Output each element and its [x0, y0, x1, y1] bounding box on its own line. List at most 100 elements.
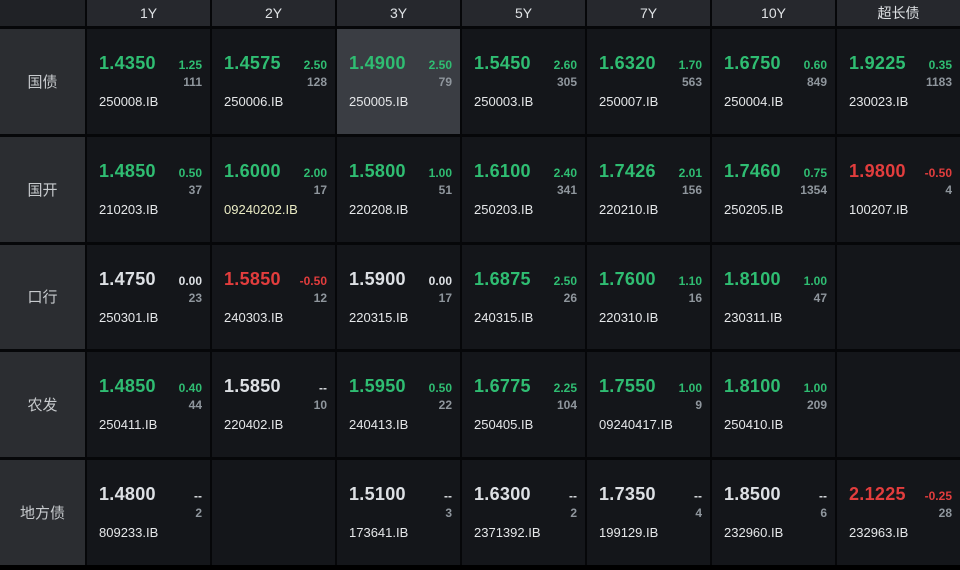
- quote-cell[interactable]: 1.7550 1.00 9 09240417.IB: [587, 352, 710, 458]
- change-value: 2.01: [678, 165, 702, 180]
- quote-cell[interactable]: 1.4575 2.50 128 250006.IB: [212, 29, 335, 134]
- bond-code: 220315.IB: [349, 309, 409, 325]
- quote-cell[interactable]: 1.8100 1.00 47 230311.IB: [712, 244, 835, 350]
- quote-cell[interactable]: 1.8100 1.00 209 250410.IB: [712, 352, 835, 458]
- bond-code: 240413.IB: [349, 417, 409, 433]
- trade-count: 156: [681, 182, 702, 197]
- quote-cell[interactable]: 1.4350 1.25 111 250008.IB: [87, 29, 210, 134]
- column-header: 3Y: [337, 0, 460, 26]
- column-header: 超长债: [837, 0, 960, 26]
- bond-code: 100207.IB: [849, 201, 909, 217]
- change-value: 0.00: [428, 273, 452, 288]
- quote-cell[interactable]: 1.5850 -0.50 12 240303.IB: [212, 244, 335, 350]
- quote-cell[interactable]: 1.4850 0.50 37 210203.IB: [87, 136, 210, 242]
- quote-cell[interactable]: 1.6750 0.60 849 250004.IB: [712, 29, 835, 134]
- bond-code: 250006.IB: [224, 94, 284, 109]
- quote-cell[interactable]: 1.7350 -- 4 199129.IB: [587, 460, 710, 565]
- quote-cell[interactable]: 1.4750 0.00 23 250301.IB: [87, 244, 210, 350]
- change-value: 1.10: [678, 273, 702, 288]
- trade-count: 37: [188, 182, 202, 197]
- change-value: 0.60: [803, 58, 827, 72]
- change-value: 0.00: [178, 273, 202, 288]
- quote-cell[interactable]: 1.5450 2.60 305 250003.IB: [462, 29, 585, 134]
- change-value: -0.25: [924, 489, 952, 504]
- trade-count: 16: [688, 290, 702, 305]
- change-value: 2.50: [303, 58, 327, 72]
- change-value: --: [569, 489, 577, 504]
- quote-cell[interactable]: 1.6320 1.70 563 250007.IB: [587, 29, 710, 134]
- bond-code: 809233.IB: [99, 525, 159, 541]
- change-value: 1.00: [678, 381, 702, 396]
- yield-value: 1.7600: [599, 268, 656, 289]
- yield-value: 1.5900: [349, 268, 406, 289]
- quote-cell-empty: [837, 244, 960, 350]
- trade-count: 51: [438, 182, 452, 197]
- yield-value: 1.4850: [99, 376, 156, 397]
- trade-count: 17: [313, 182, 327, 197]
- quote-cell[interactable]: 1.4900 2.50 79 250005.IB: [337, 29, 460, 134]
- bond-code: 199129.IB: [599, 525, 659, 541]
- quote-cell[interactable]: 1.5950 0.50 22 240413.IB: [337, 352, 460, 458]
- trade-count: 3: [445, 506, 452, 521]
- yield-value: 1.5850: [224, 268, 281, 289]
- yield-value: 1.7550: [599, 376, 656, 397]
- quote-cell[interactable]: 1.4850 0.40 44 250411.IB: [87, 352, 210, 458]
- bond-code: 2371392.IB: [474, 525, 541, 541]
- trade-count: 22: [438, 398, 452, 413]
- bond-code: 250003.IB: [474, 94, 534, 109]
- bond-code: 232963.IB: [849, 525, 909, 541]
- change-value: 2.25: [553, 381, 577, 396]
- trade-count: 104: [556, 398, 577, 413]
- yield-value: 2.1225: [849, 484, 906, 505]
- quote-cell[interactable]: 1.9225 0.35 1183 230023.IB: [837, 29, 960, 134]
- change-value: 2.50: [553, 273, 577, 288]
- yield-value: 1.4575: [224, 53, 281, 73]
- quote-cell[interactable]: 1.7426 2.01 156 220210.IB: [587, 136, 710, 242]
- bond-code: 250203.IB: [474, 201, 534, 217]
- quote-cell[interactable]: 1.6875 2.50 26 240315.IB: [462, 244, 585, 350]
- bond-code: 220210.IB: [599, 201, 659, 217]
- bond-code: 240303.IB: [224, 309, 284, 325]
- quote-cell[interactable]: 1.9800 -0.50 4 100207.IB: [837, 136, 960, 242]
- bond-code: 250008.IB: [99, 94, 159, 109]
- quote-cell-empty: [212, 460, 335, 565]
- change-value: 2.60: [553, 58, 577, 72]
- change-value: 1.00: [428, 165, 452, 180]
- quote-cell[interactable]: 1.6000 2.00 17 09240202.IB: [212, 136, 335, 242]
- quote-cell[interactable]: 1.8500 -- 6 232960.IB: [712, 460, 835, 565]
- quote-cell[interactable]: 1.6100 2.40 341 250203.IB: [462, 136, 585, 242]
- yield-value: 1.5950: [349, 376, 406, 397]
- trade-count: 26: [563, 290, 577, 305]
- quote-cell[interactable]: 1.4800 -- 2 809233.IB: [87, 460, 210, 565]
- yield-value: 1.4750: [99, 268, 156, 289]
- change-value: 0.35: [928, 58, 952, 72]
- yield-value: 1.6100: [474, 160, 531, 181]
- column-header: 2Y: [212, 0, 335, 26]
- quote-cell[interactable]: 1.5850 -- 10 220402.IB: [212, 352, 335, 458]
- change-value: --: [444, 489, 452, 504]
- yield-value: 1.5800: [349, 160, 406, 181]
- quote-cell[interactable]: 1.5100 -- 3 173641.IB: [337, 460, 460, 565]
- column-header: 7Y: [587, 0, 710, 26]
- bond-code: 09240417.IB: [599, 417, 673, 433]
- bond-code: 210203.IB: [99, 201, 159, 217]
- quote-cell[interactable]: 1.5900 0.00 17 220315.IB: [337, 244, 460, 350]
- change-value: 0.75: [803, 165, 827, 180]
- row-header: 地方债: [0, 460, 85, 565]
- trade-count: 1183: [925, 75, 952, 89]
- quote-cell[interactable]: 1.7600 1.10 16 220310.IB: [587, 244, 710, 350]
- change-value: -0.50: [924, 165, 952, 180]
- quote-cell[interactable]: 1.6775 2.25 104 250405.IB: [462, 352, 585, 458]
- change-value: --: [694, 489, 702, 504]
- bond-code: 220402.IB: [224, 417, 284, 433]
- quote-cell[interactable]: 1.7460 0.75 1354 250205.IB: [712, 136, 835, 242]
- yield-value: 1.4350: [99, 53, 156, 73]
- bond-code: 220310.IB: [599, 309, 659, 325]
- bond-code: 09240202.IB: [224, 201, 298, 217]
- trade-count: 23: [188, 290, 202, 305]
- trade-count: 209: [806, 398, 827, 413]
- quote-cell[interactable]: 1.6300 -- 2 2371392.IB: [462, 460, 585, 565]
- quote-cell[interactable]: 1.5800 1.00 51 220208.IB: [337, 136, 460, 242]
- quote-cell[interactable]: 2.1225 -0.25 28 232963.IB: [837, 460, 960, 565]
